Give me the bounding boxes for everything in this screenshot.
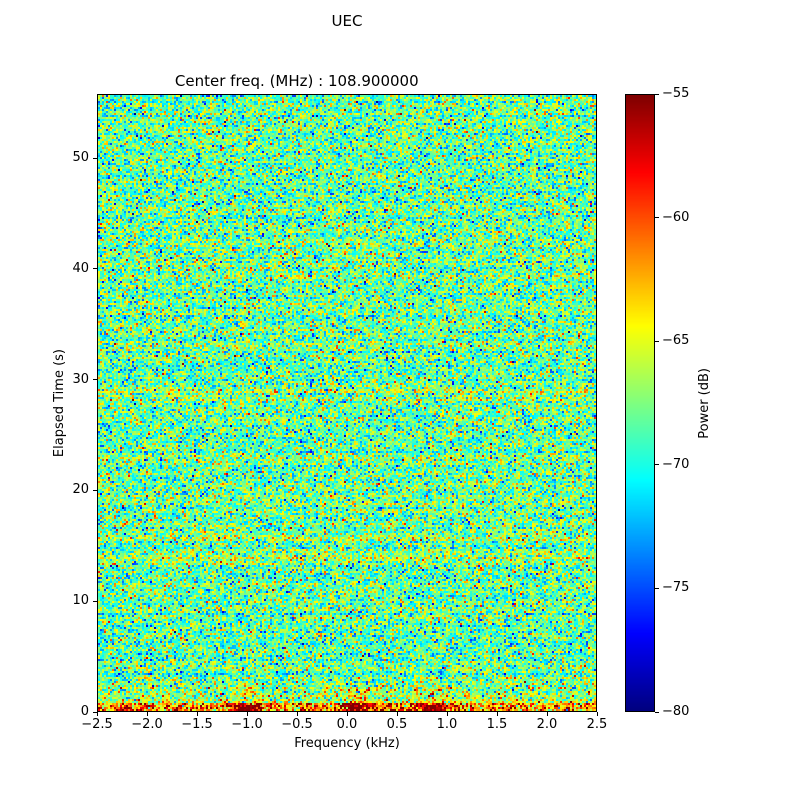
x-tick-mark	[96, 712, 98, 716]
y-tick-mark	[93, 379, 97, 381]
colorbar-canvas	[626, 95, 654, 711]
y-tick-label: 10	[72, 593, 89, 609]
colorbar-tick-mark	[655, 587, 659, 589]
colorbar-tick-label: −80	[662, 704, 690, 719]
colorbar	[625, 94, 655, 712]
colorbar-tick-label: −75	[662, 580, 690, 596]
colorbar-tick-mark	[655, 340, 659, 342]
x-tick-label: −1.5	[181, 717, 213, 732]
y-tick-mark	[93, 711, 97, 713]
y-tick-label: 40	[72, 260, 89, 276]
y-axis-label-wrap: Elapsed Time (s)	[50, 94, 68, 712]
colorbar-label: Power (dB)	[696, 367, 712, 439]
y-tick-mark	[93, 268, 97, 270]
heatmap-canvas	[98, 95, 596, 711]
colorbar-tick-label: −65	[662, 333, 690, 349]
x-tick-label: −1.0	[231, 717, 263, 732]
x-tick-label: 1.0	[436, 717, 458, 732]
colorbar-tick-label: −60	[662, 209, 690, 225]
y-tick-mark	[93, 157, 97, 159]
y-axis-label: Elapsed Time (s)	[51, 348, 67, 458]
x-tick-mark	[596, 712, 598, 716]
y-tick-label: 20	[72, 482, 89, 498]
y-tick-label: 0	[80, 704, 89, 719]
colorbar-tick-mark	[655, 217, 659, 219]
x-tick-label: −0.5	[281, 717, 313, 732]
x-tick-label: −2.0	[131, 717, 163, 732]
x-tick-label: 2.0	[536, 717, 558, 732]
x-axis-label: Frequency (kHz)	[294, 736, 400, 751]
colorbar-tick-mark	[655, 711, 659, 713]
colorbar-tick-mark	[655, 464, 659, 466]
y-tick-mark	[93, 489, 97, 491]
x-tick-mark	[546, 712, 548, 716]
x-tick-label: 1.5	[486, 717, 508, 732]
x-tick-mark	[196, 712, 198, 716]
x-tick-label: 0.0	[336, 717, 358, 732]
x-tick-label: 0.5	[386, 717, 408, 732]
colorbar-tick-label: −55	[662, 86, 690, 101]
colorbar-label-wrap: Power (dB)	[695, 94, 713, 712]
x-tick-label: −2.5	[81, 717, 113, 732]
x-tick-mark	[346, 712, 348, 716]
colorbar-tick-mark	[655, 93, 659, 95]
colorbar-tick-label: −70	[662, 456, 690, 472]
x-tick-mark	[396, 712, 398, 716]
x-tick-mark	[146, 712, 148, 716]
y-tick-mark	[93, 600, 97, 602]
x-tick-mark	[446, 712, 448, 716]
x-tick-mark	[246, 712, 248, 716]
x-tick-mark	[496, 712, 498, 716]
x-tick-mark	[296, 712, 298, 716]
subtitle-center-freq: Center freq. (MHz) : 108.900000	[174, 72, 419, 90]
x-tick-label: 2.5	[586, 717, 608, 732]
y-tick-label: 30	[72, 371, 89, 387]
chart-title: UEC	[331, 12, 363, 30]
y-tick-label: 50	[72, 150, 89, 166]
plot-area	[97, 94, 597, 712]
